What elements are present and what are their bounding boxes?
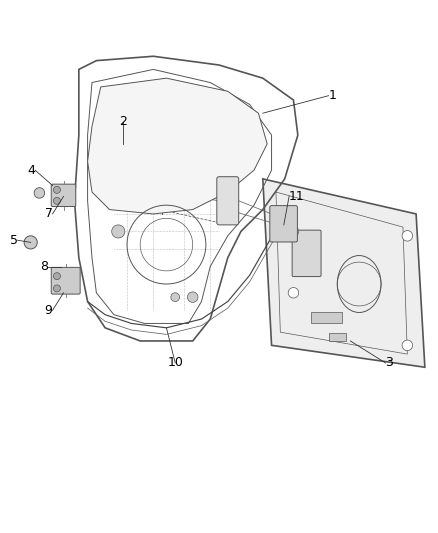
Text: 9: 9	[45, 304, 53, 317]
Bar	[311, 312, 342, 324]
Circle shape	[288, 226, 299, 237]
FancyBboxPatch shape	[292, 230, 321, 277]
FancyBboxPatch shape	[217, 177, 239, 225]
Circle shape	[171, 293, 180, 302]
Circle shape	[288, 287, 299, 298]
Circle shape	[53, 285, 60, 292]
Text: 8: 8	[40, 260, 48, 273]
FancyBboxPatch shape	[51, 184, 76, 206]
FancyBboxPatch shape	[51, 268, 80, 294]
Text: 10: 10	[167, 357, 183, 369]
Text: 4: 4	[27, 164, 35, 176]
Circle shape	[34, 188, 45, 198]
Circle shape	[24, 236, 37, 249]
Text: 5: 5	[10, 233, 18, 247]
Circle shape	[402, 340, 413, 351]
Polygon shape	[88, 78, 267, 214]
Text: 11: 11	[289, 190, 305, 203]
FancyBboxPatch shape	[270, 206, 297, 242]
Text: 3: 3	[385, 357, 393, 369]
Circle shape	[187, 292, 198, 302]
Circle shape	[53, 273, 60, 280]
Circle shape	[402, 231, 413, 241]
Bar	[328, 333, 346, 341]
Text: 2: 2	[119, 116, 127, 128]
Circle shape	[112, 225, 125, 238]
Circle shape	[53, 197, 60, 204]
Circle shape	[53, 187, 60, 193]
Text: 7: 7	[45, 207, 53, 221]
Polygon shape	[263, 179, 425, 367]
Text: 1: 1	[328, 89, 336, 102]
